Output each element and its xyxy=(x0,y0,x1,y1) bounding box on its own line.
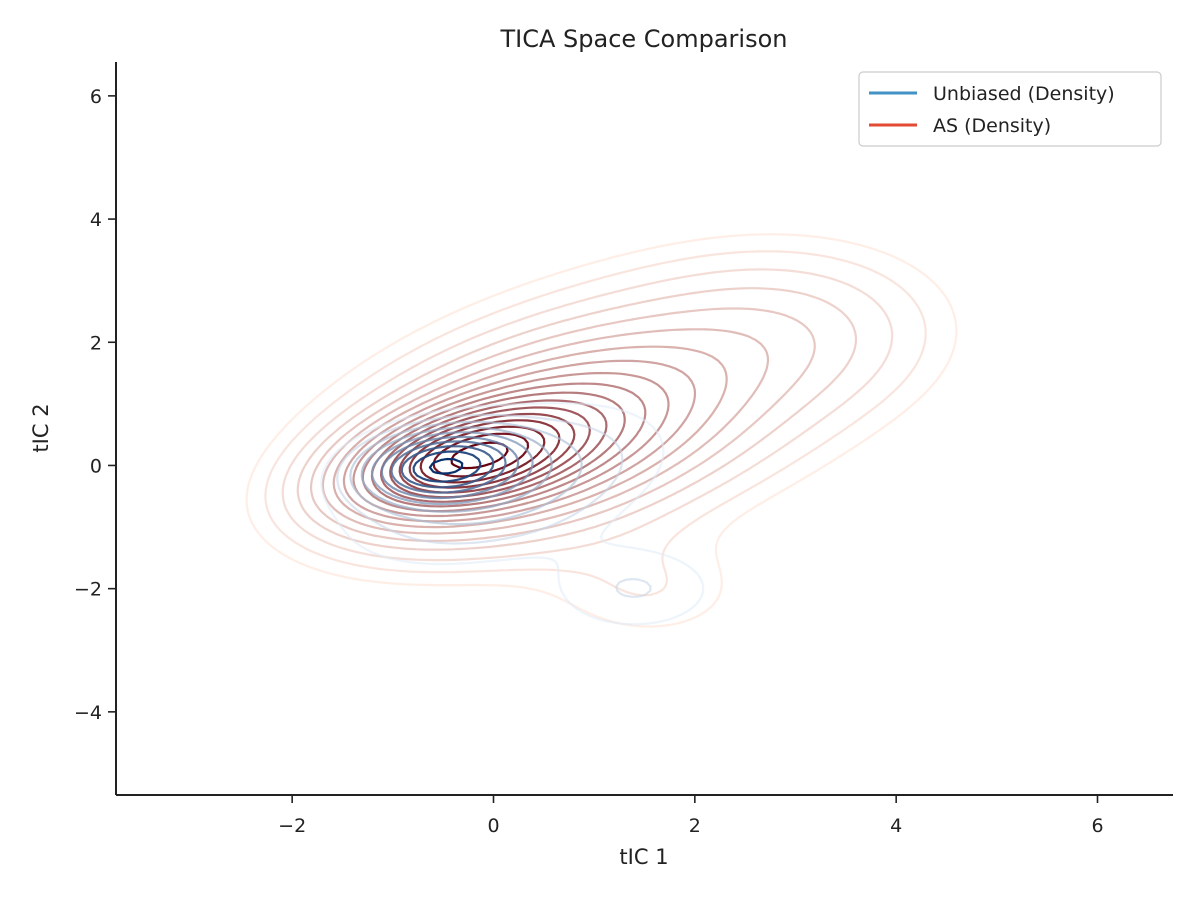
contour-level xyxy=(349,420,583,526)
y-tick-label: 6 xyxy=(90,86,102,108)
x-tick-label: 6 xyxy=(1091,815,1103,837)
contour-series-as xyxy=(245,233,958,628)
contour-level xyxy=(336,413,652,598)
contour-level xyxy=(352,371,670,518)
contour-series-unbiased xyxy=(320,402,705,626)
contour-level xyxy=(320,402,705,626)
x-tick-label: 4 xyxy=(890,815,902,837)
x-tick-label: 2 xyxy=(689,815,701,837)
contour-level xyxy=(370,431,534,506)
legend-label-as: AS (Density) xyxy=(933,115,1051,137)
axes: −2 0 2 4 6 −4 −2 0 2 4 6 xyxy=(74,62,1173,837)
x-axis-label: tIC 1 xyxy=(619,845,668,869)
contour-level xyxy=(380,435,520,500)
contour-level xyxy=(309,307,816,542)
x-tick-label: −2 xyxy=(278,815,306,837)
contour-level xyxy=(264,250,927,597)
chart-title: TICA Space Comparison xyxy=(499,25,787,53)
x-tick-label: 0 xyxy=(487,815,499,837)
legend-label-unbiased: Unbiased (Density) xyxy=(933,83,1115,105)
contour-level xyxy=(360,426,553,513)
contour-level xyxy=(390,440,507,494)
y-tick-label: 2 xyxy=(90,332,102,354)
contour-level xyxy=(400,445,495,489)
contour-level xyxy=(296,287,858,551)
contour-level xyxy=(245,233,958,628)
legend-frame xyxy=(858,71,1162,147)
contour-level xyxy=(412,450,482,483)
y-tick-label: −4 xyxy=(74,702,102,724)
y-axis-label: tIC 2 xyxy=(29,403,53,452)
legend: Unbiased (Density) AS (Density) xyxy=(858,71,1162,147)
contour-layer xyxy=(245,233,958,628)
y-tick-label: 0 xyxy=(90,455,102,477)
contour-level xyxy=(428,457,464,475)
y-tick-label: 4 xyxy=(90,209,102,231)
y-tick-label: −2 xyxy=(74,579,102,601)
